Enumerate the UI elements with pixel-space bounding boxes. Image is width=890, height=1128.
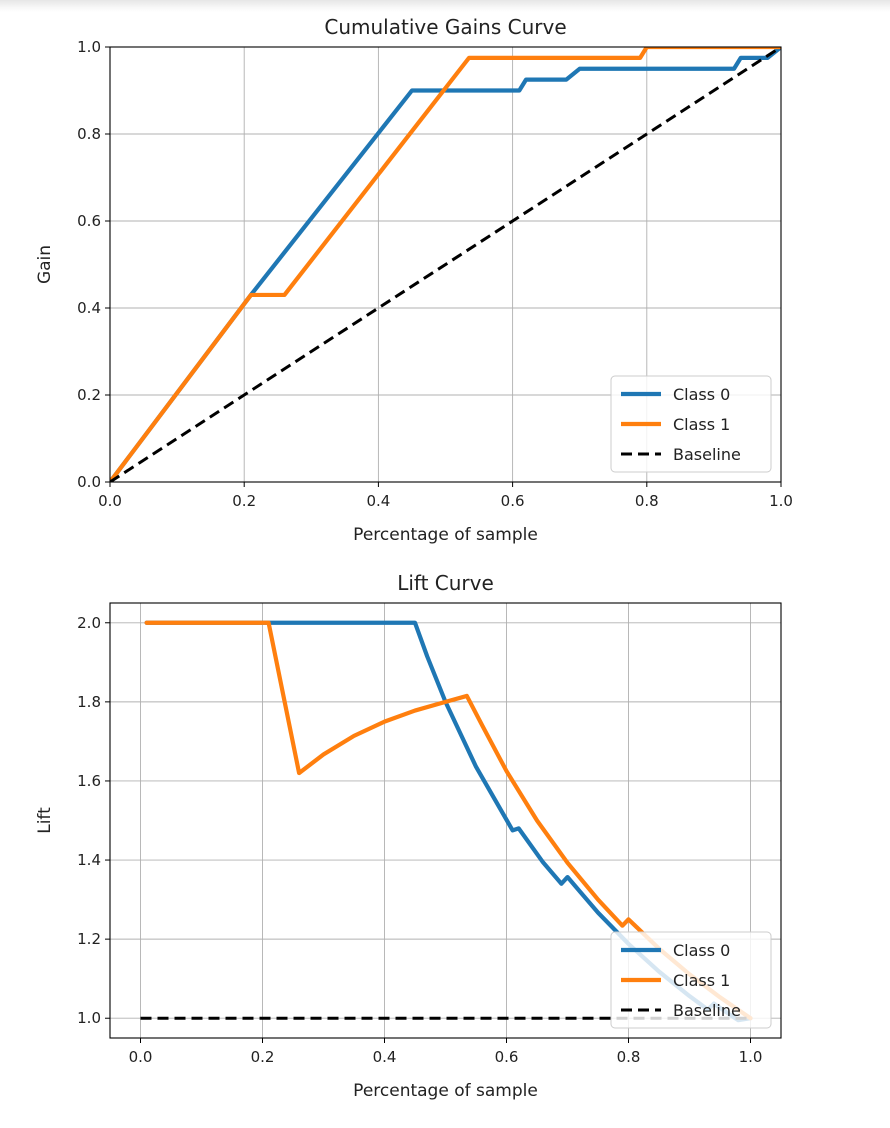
- y-tick-label: 0.0: [77, 473, 101, 491]
- window-top-bar: [0, 0, 890, 12]
- series-baseline-line: [110, 47, 781, 482]
- chart-title: Lift Curve: [397, 571, 494, 595]
- x-tick-label: 0.0: [98, 492, 122, 510]
- y-tick-label: 2.0: [77, 614, 101, 632]
- chart-1: 0.0 0.2 0.4 0.6 0.8 1.0 0.0 0.2 0.4 0.6 0.8 1.0 Cumu…: [35, 15, 793, 545]
- legend-box: [610, 375, 772, 473]
- chart-title: Cumulative Gains Curve: [324, 15, 566, 39]
- y-tick-label: 1.0: [77, 1009, 101, 1027]
- y-tick-label: 1.6: [77, 772, 101, 790]
- legend: Class 0 Class 1 Baseline: [610, 375, 772, 473]
- x-tick-label: 0.8: [617, 1048, 641, 1066]
- x-tick-label: 1.0: [739, 1048, 763, 1066]
- legend-label: Baseline: [673, 445, 741, 464]
- x-tick-label: 0.0: [129, 1048, 153, 1066]
- x-tick-label: 0.6: [495, 1048, 519, 1066]
- y-tick-label: 1.2: [77, 930, 101, 948]
- x-tick-label: 0.8: [635, 492, 659, 510]
- plot-frame: [109, 46, 782, 483]
- legend-box: [610, 931, 772, 1029]
- y-tick-label: 0.2: [77, 386, 101, 404]
- y-tick-label: 0.8: [77, 125, 101, 143]
- legend-label: Class 0: [673, 941, 730, 960]
- plot-area: [110, 47, 781, 482]
- legend-label: Class 1: [673, 415, 730, 434]
- chart-2: 0.0 0.2 0.4 0.6 0.8 1.0 1.0 1.2 1.4 1.6 1.8 2.0 Lift…: [35, 571, 782, 1101]
- legend: Class 0 Class 1 Baseline: [610, 931, 772, 1029]
- series-class-1-line: [110, 47, 781, 482]
- y-axis-label: Gain: [35, 245, 55, 284]
- y-axis-label: Lift: [35, 807, 55, 834]
- plot-frame: [109, 602, 782, 1039]
- legend-label: Class 1: [673, 971, 730, 990]
- legend-label: Baseline: [673, 1001, 741, 1020]
- y-tick-label: 1.4: [77, 851, 101, 869]
- x-tick-label: 1.0: [769, 492, 793, 510]
- x-tick-label: 0.2: [232, 492, 256, 510]
- x-tick-label: 0.4: [373, 1048, 397, 1066]
- series-class-0-line: [110, 47, 781, 482]
- x-tick-label: 0.2: [251, 1048, 275, 1066]
- x-axis-label: Percentage of sample: [353, 525, 538, 545]
- y-tick-label: 1.0: [77, 38, 101, 56]
- x-tick-label: 0.6: [501, 492, 525, 510]
- y-tick-label: 0.6: [77, 212, 101, 230]
- legend-label: Class 0: [673, 385, 730, 404]
- x-tick-label: 0.4: [366, 492, 390, 510]
- x-axis-label: Percentage of sample: [353, 1081, 538, 1101]
- y-tick-label: 1.8: [77, 693, 101, 711]
- y-tick-label: 0.4: [77, 299, 101, 317]
